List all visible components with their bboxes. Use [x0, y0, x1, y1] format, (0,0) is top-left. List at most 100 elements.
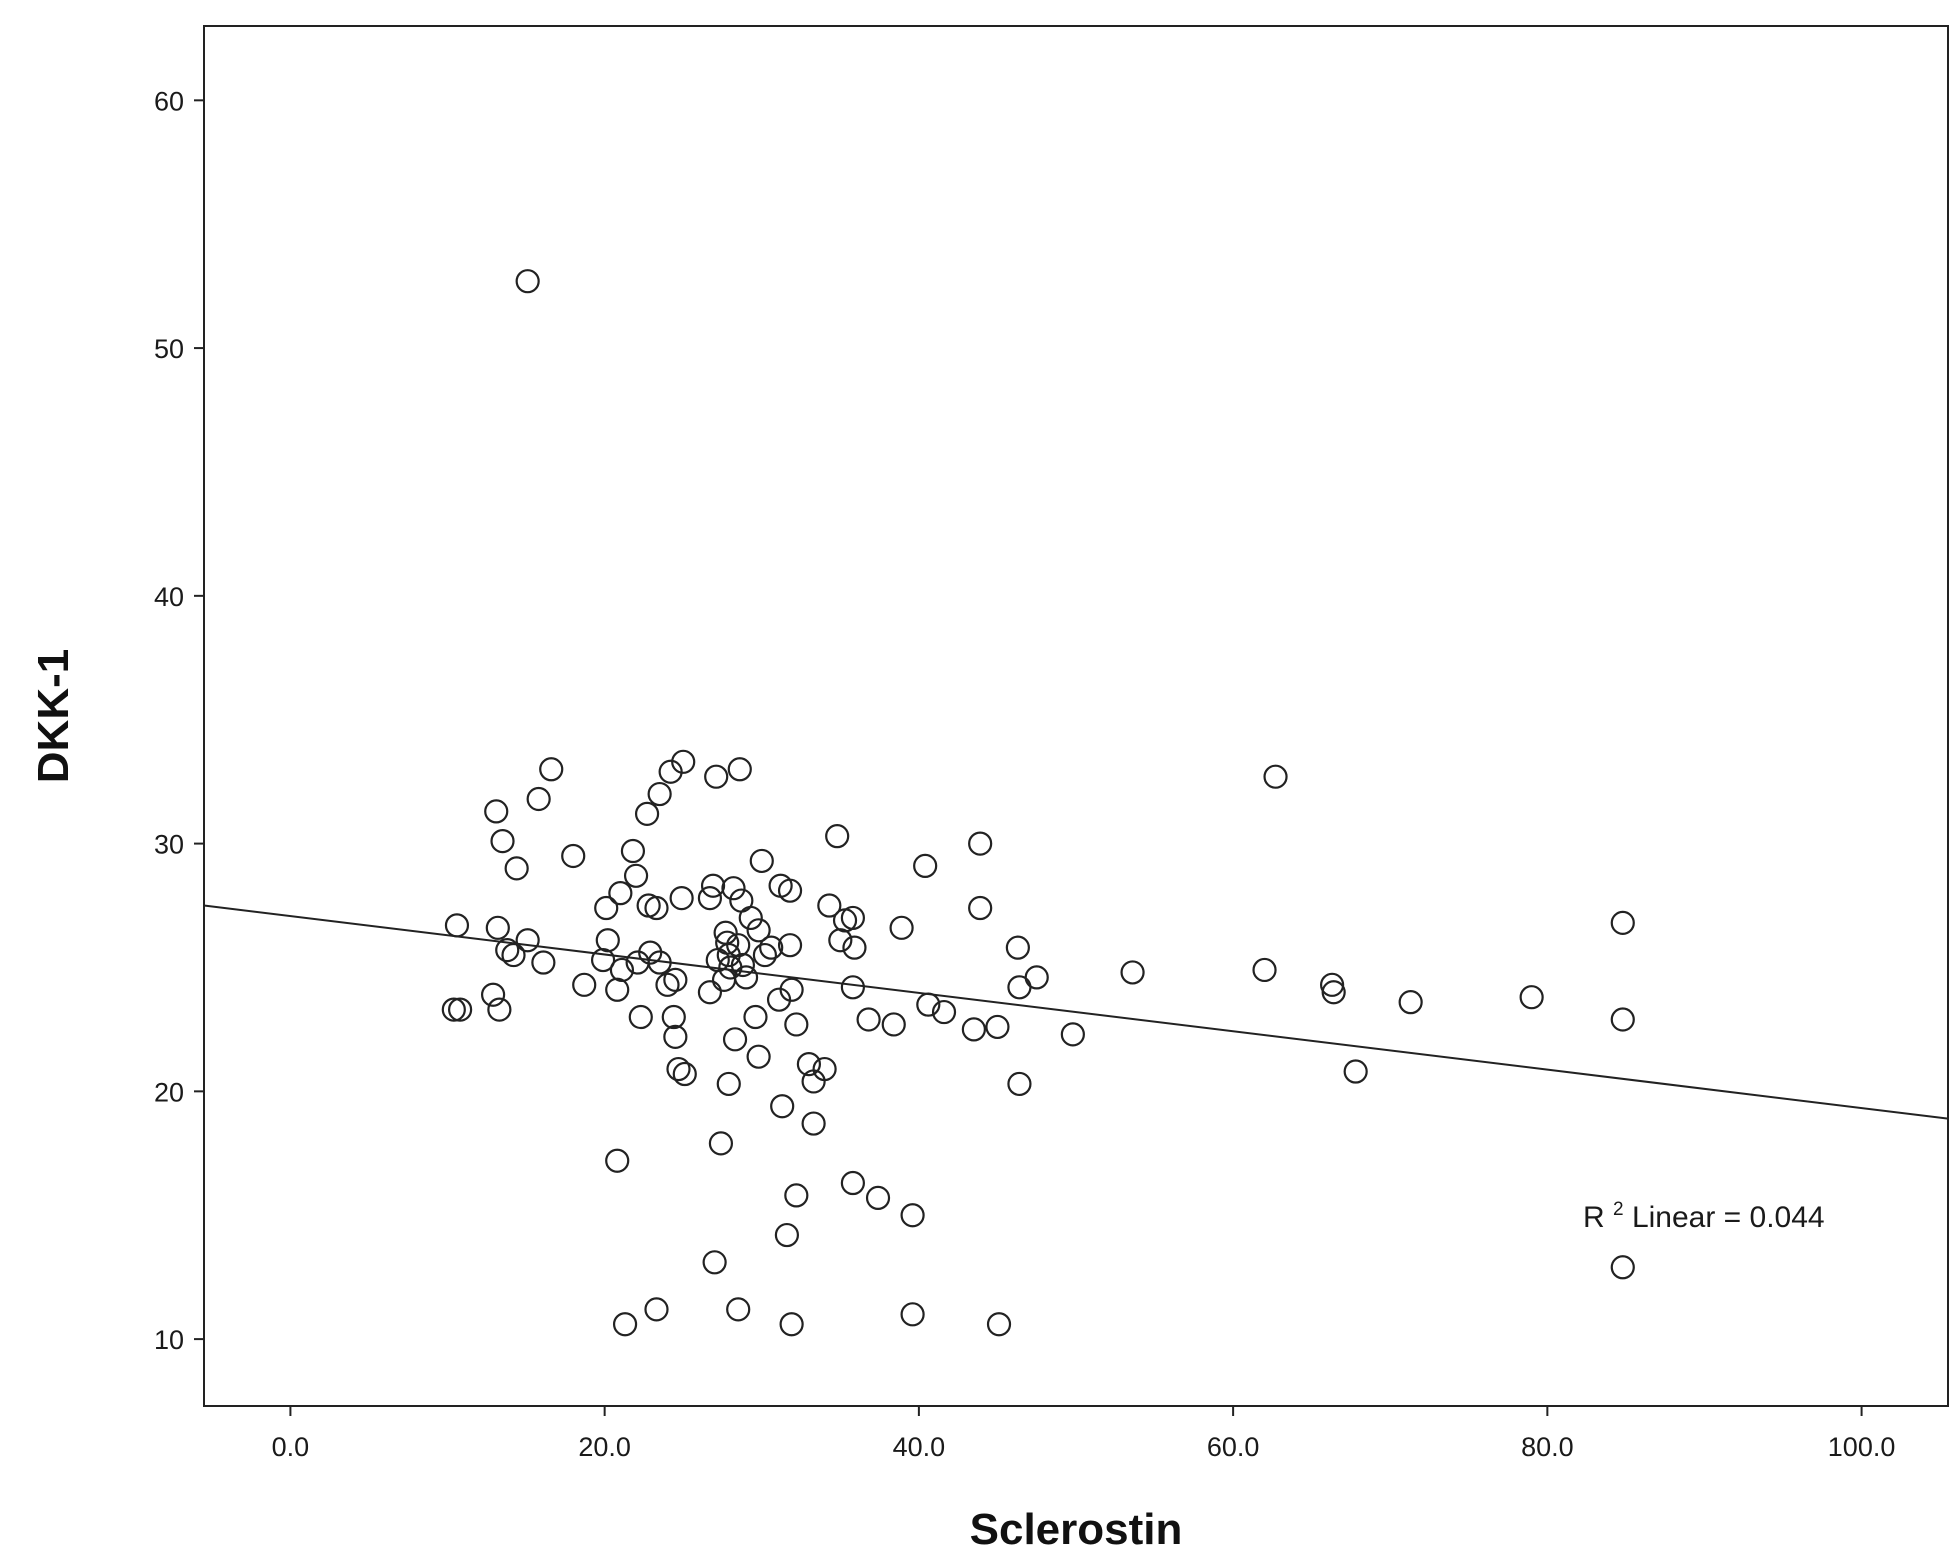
data-point — [1343, 1059, 1368, 1084]
data-point — [759, 935, 784, 960]
data-point — [828, 928, 853, 953]
data-point — [704, 764, 729, 789]
x-tick-label: 20.0 — [578, 1432, 631, 1462]
annotation-suffix: Linear = 0.044 — [1632, 1201, 1825, 1234]
x-tick-label: 100.0 — [1828, 1432, 1896, 1462]
data-point — [697, 886, 723, 911]
data-point — [1519, 985, 1544, 1010]
data-point — [931, 999, 957, 1025]
annotation-superscript: 2 — [1613, 1199, 1624, 1220]
data-point — [572, 972, 597, 997]
data-point — [777, 933, 803, 958]
data-point — [812, 1056, 837, 1082]
data-point — [595, 928, 620, 953]
data-point — [655, 972, 680, 997]
data-point — [647, 950, 672, 975]
data-point — [770, 1094, 795, 1119]
data-point — [715, 930, 740, 955]
data-point — [738, 905, 763, 931]
data-point — [727, 757, 752, 782]
data-point — [605, 1148, 630, 1173]
data-point — [746, 918, 771, 943]
data-point — [663, 967, 688, 992]
data-point — [666, 1056, 691, 1082]
data-point — [628, 1004, 653, 1030]
data-point — [779, 1312, 804, 1337]
data-point — [746, 1044, 771, 1069]
data-point — [515, 928, 540, 953]
data-point — [669, 886, 694, 911]
data-point — [1610, 1255, 1635, 1280]
data-point — [663, 1024, 688, 1049]
x-tick-label: 0.0 — [272, 1432, 310, 1462]
data-point — [609, 957, 635, 983]
x-tick-label: 80.0 — [1521, 1432, 1574, 1462]
data-point — [825, 824, 850, 849]
data-point — [840, 975, 865, 1000]
data-point — [881, 1012, 906, 1037]
data-point — [501, 942, 526, 968]
data-point — [784, 1183, 809, 1208]
data-point — [784, 1012, 809, 1037]
data-point — [661, 1004, 686, 1030]
data-point — [801, 1111, 826, 1136]
data-point — [766, 987, 792, 1012]
y-axis-title: DKK-1 — [29, 649, 78, 783]
data-point — [1252, 957, 1277, 983]
data-point — [620, 838, 646, 864]
data-point — [1120, 960, 1145, 985]
data-point — [961, 1017, 986, 1042]
annotation-prefix: R — [1583, 1201, 1605, 1234]
data-point — [774, 1222, 800, 1248]
data-point — [1007, 975, 1032, 1000]
data-point — [986, 1312, 1012, 1337]
data-point — [777, 878, 803, 903]
data-point — [749, 848, 774, 874]
data-point — [817, 893, 842, 918]
y-tick-label: 10 — [154, 1325, 184, 1355]
data-point — [671, 749, 696, 774]
data-point — [605, 977, 630, 1002]
data-point — [985, 1014, 1010, 1040]
y-tick-label: 60 — [154, 86, 184, 116]
data-point — [716, 1071, 741, 1097]
data-point — [796, 1051, 822, 1077]
data-point — [441, 997, 466, 1022]
data-point — [916, 992, 941, 1017]
data-point — [711, 967, 737, 992]
data-point — [504, 856, 529, 881]
data-point — [531, 950, 556, 975]
data-point — [495, 938, 520, 963]
linear-fit-line — [203, 904, 1949, 1120]
y-tick-label: 20 — [154, 1077, 184, 1107]
data-point — [702, 1250, 727, 1275]
data-point — [608, 881, 633, 906]
data-point — [729, 888, 754, 913]
y-tick-label: 50 — [154, 334, 184, 364]
data-point — [644, 895, 669, 921]
data-point — [1321, 980, 1346, 1005]
data-point — [708, 1131, 734, 1156]
data-point — [623, 863, 649, 888]
data-point — [856, 1007, 881, 1032]
data-point — [1005, 935, 1030, 960]
data-point — [672, 1061, 697, 1087]
y-axis: 10 20 30 40 50 60 — [154, 86, 204, 1355]
data-points — [441, 269, 1635, 1337]
data-point — [721, 876, 746, 901]
data-point — [700, 873, 726, 898]
data-point — [1007, 1071, 1032, 1097]
data-point — [968, 831, 993, 856]
y-tick-label: 30 — [154, 830, 184, 860]
data-point — [743, 1004, 768, 1030]
data-point — [484, 799, 509, 824]
x-axis-title: Sclerostin — [970, 1505, 1183, 1554]
data-point — [448, 997, 473, 1022]
data-point — [526, 786, 551, 812]
data-point — [480, 982, 506, 1007]
data-point — [697, 980, 723, 1005]
data-point — [900, 1302, 925, 1327]
data-point — [1263, 764, 1288, 789]
